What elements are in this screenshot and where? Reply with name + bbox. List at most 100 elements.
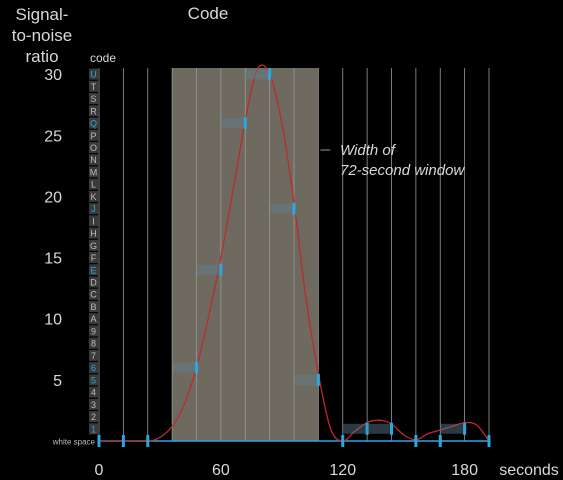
code-label: H [90,229,97,239]
code-label: J [91,204,96,214]
sample-marker [463,422,467,435]
code-box [89,129,98,141]
sample-band [343,423,368,434]
code-box [89,141,98,154]
code-box [89,105,98,117]
sample-band [270,203,294,214]
code-label: 3 [91,400,96,410]
code-label: Q [90,119,97,129]
code-box [89,276,98,288]
y-tick-label: 20 [44,189,62,206]
code-box [89,117,98,129]
code-axis-title: code [90,51,116,65]
sample-marker [146,435,150,447]
code-box [89,68,98,80]
code-box [89,300,98,312]
code-label: 9 [91,326,96,336]
y-axis-label-line-2: to-noise [12,26,72,45]
code-label: 5 [91,375,96,385]
code-box [89,154,98,166]
code-box [89,313,98,325]
y-tick-label: 15 [44,251,62,268]
code-box [89,337,98,349]
sample-marker [438,435,442,447]
sample-band [196,264,221,275]
window-annotation-line-1: Width of [340,142,397,159]
code-box [89,264,98,276]
sample-marker [97,435,101,447]
code-label: 7 [91,351,96,361]
code-box [89,398,98,410]
code-label: S [90,94,96,104]
code-label: M [90,167,98,177]
code-box [89,203,98,215]
y-tick-label: 25 [44,128,62,145]
code-label: I [92,216,95,226]
code-label: P [90,131,96,141]
code-box [89,349,98,361]
code-box [89,190,98,202]
sample-band [245,69,270,80]
sample-band [172,362,197,373]
code-label: U [90,70,97,80]
code-label: C [90,290,97,300]
sample-band [221,118,246,129]
x-tick-label: 180 [451,462,478,479]
code-label: A [90,314,96,324]
code-box [89,252,98,264]
code-box [89,374,98,386]
code-label: 6 [91,363,96,373]
sample-marker [487,435,491,447]
code-label: T [91,82,97,92]
code-label: E [90,265,96,275]
x-tick-label: 60 [212,462,230,479]
code-box [89,386,98,398]
sample-band [367,423,392,434]
y-tick-label: 30 [44,67,62,84]
sample-band [294,374,319,385]
code-box [89,411,98,423]
sample-marker [195,361,198,374]
y-tick-label: 10 [44,312,62,329]
snr-curve [99,64,490,442]
chart-title: Code [188,4,229,23]
y-tick-labels: 5 10 15 20 25 30 [44,67,62,390]
code-box [89,166,98,178]
code-box [89,215,98,227]
code-label: D [90,278,97,288]
code-label: L [91,180,96,190]
y-axis-label-line-1: Signal- [16,5,69,24]
x-axis-label: seconds [499,462,559,479]
code-label: O [90,143,97,153]
code-label: G [90,241,97,251]
sample-marker [390,422,393,435]
y-tick-label: 5 [53,373,62,390]
x-tick-label: 120 [329,462,356,479]
sample-markers [97,68,491,447]
code-label: 8 [91,339,96,349]
x-tick-labels: 0 60 120 180 [95,462,479,479]
sample-band [440,423,465,434]
code-box [89,423,98,435]
sample-marker [292,202,296,215]
code-scale: white space 1 2 3 4 5 6 7 8 9 ABCDEFGHIJKLMNOPQRST… [52,68,98,447]
code-box [89,227,98,239]
sample-marker [341,435,345,447]
code-label: K [90,192,96,202]
x-tick-label: 0 [95,462,104,479]
code-label: 1 [91,424,96,434]
sample-marker [121,435,125,447]
code-box [89,80,98,92]
sample-marker [414,435,418,447]
sample-marker [316,373,320,386]
code-label: N [90,155,97,165]
code-box [89,325,98,337]
sample-marker [243,117,247,130]
code-label: white space [52,438,96,447]
window-annotation-line-2: 72-second window [340,162,465,179]
sample-marker [219,263,223,276]
code-label: 4 [91,388,96,398]
code-label: F [91,253,97,263]
vertical-grid [98,68,490,442]
